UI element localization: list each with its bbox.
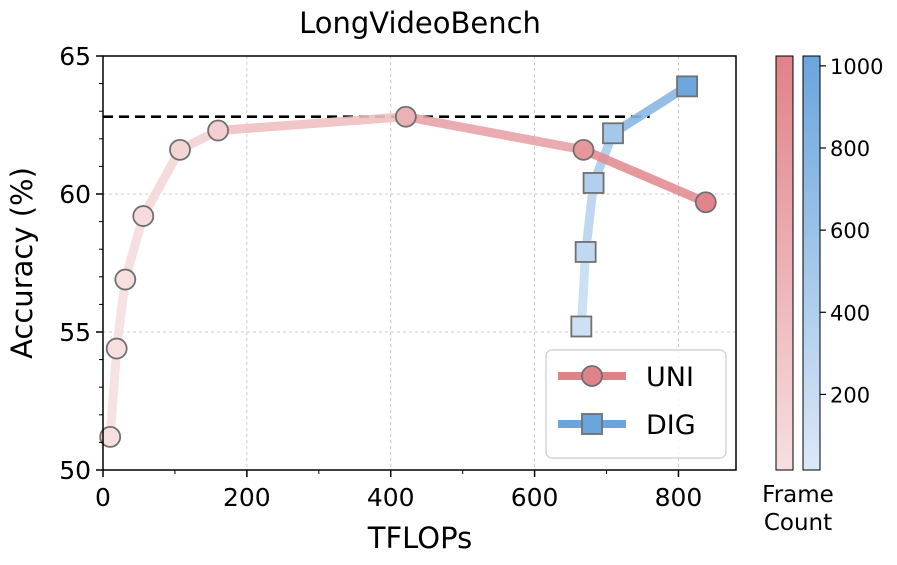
colorbar-tick-label: 200 bbox=[830, 383, 870, 407]
uni-point bbox=[572, 138, 595, 161]
colorbar-tick-label: 800 bbox=[830, 137, 870, 161]
dig-line-segment bbox=[608, 81, 692, 138]
x-axis-label: TFLOPs bbox=[367, 521, 472, 555]
uni-point bbox=[99, 425, 122, 448]
axis-ticks: 0 200 400 600 800 50 55 60 65 bbox=[59, 42, 702, 512]
uni-line-segment bbox=[138, 145, 185, 221]
dig-point bbox=[602, 122, 624, 145]
legend-dig-marker bbox=[581, 413, 603, 435]
chart-title: LongVideoBench bbox=[299, 6, 541, 40]
x-tick-label: 0 bbox=[95, 483, 111, 512]
dig-line-segment bbox=[581, 178, 599, 257]
dig-point bbox=[570, 315, 593, 338]
uni-line-segment bbox=[213, 112, 411, 136]
y-axis-label: Accuracy (%) bbox=[5, 167, 39, 359]
legend: UNI DIG bbox=[545, 349, 727, 459]
uni-point bbox=[114, 268, 137, 291]
colorbar-dig bbox=[802, 55, 821, 471]
uni-point bbox=[207, 119, 229, 142]
colorbar-tick-label: 600 bbox=[830, 219, 870, 243]
uni-line-segment bbox=[105, 344, 122, 442]
x-tick-label: 200 bbox=[223, 483, 271, 512]
uni-point bbox=[105, 337, 128, 360]
colorbar: 200 400 600 800 1000 Frame Count bbox=[762, 55, 883, 536]
x-tick-label: 600 bbox=[511, 483, 559, 512]
y-tick-label: 55 bbox=[59, 318, 91, 347]
uni-line-segment bbox=[120, 211, 148, 285]
colorbar-tick-label: 1000 bbox=[830, 55, 883, 79]
uni-point bbox=[132, 205, 155, 227]
plot-frame bbox=[102, 55, 737, 471]
colorbar-label-line1: Frame bbox=[762, 482, 834, 508]
colorbar-tick-label: 400 bbox=[830, 301, 870, 325]
colorbar-uni bbox=[775, 55, 794, 471]
dig-point bbox=[582, 172, 605, 194]
legend-box bbox=[545, 349, 727, 459]
colorbar-label-line2: Count bbox=[764, 510, 832, 536]
y-tick-label: 60 bbox=[59, 180, 91, 209]
legend-uni-marker bbox=[581, 365, 603, 387]
dig-point bbox=[574, 241, 597, 263]
legend-dig-label: DIG bbox=[646, 410, 696, 441]
uni-line-segment bbox=[401, 112, 589, 155]
dig-point bbox=[676, 75, 698, 98]
uni-point bbox=[394, 105, 417, 128]
uni-point bbox=[169, 138, 191, 161]
uni-point bbox=[694, 191, 717, 214]
y-tick-label: 50 bbox=[59, 456, 91, 485]
dig-line-segment bbox=[576, 247, 591, 331]
colorbar-ticks: 200 400 600 800 1000 bbox=[820, 55, 883, 407]
uni-line-segment bbox=[579, 145, 711, 207]
x-tick-label: 400 bbox=[367, 483, 415, 512]
x-tick-label: 800 bbox=[655, 483, 703, 512]
y-tick-label: 65 bbox=[59, 42, 91, 71]
uni-line-segment bbox=[112, 275, 130, 354]
series-markers bbox=[99, 75, 717, 448]
legend-uni-label: UNI bbox=[646, 362, 694, 393]
